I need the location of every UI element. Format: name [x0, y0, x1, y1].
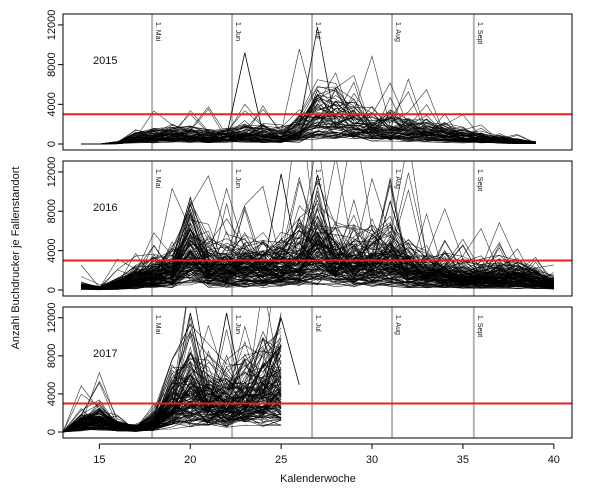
trap-series-line: [63, 361, 282, 433]
y-tick-label: 0: [46, 287, 58, 293]
trap-series-line: [63, 340, 282, 433]
year-label: 2017: [93, 348, 117, 360]
trap-series-line: [81, 211, 554, 287]
month-marker-label: 1. Mai: [154, 22, 161, 42]
trap-series-line: [81, 92, 536, 145]
month-marker-label: 1. Aug: [394, 315, 401, 335]
month-marker-label: 1. Jul: [314, 22, 321, 39]
trap-series-line: [81, 187, 554, 285]
y-tick-label: 12000: [46, 157, 58, 188]
trap-peak-line: [371, 200, 409, 266]
trap-peak-line: [171, 196, 209, 261]
trap-peak-line: [298, 174, 337, 257]
trap-series-line: [81, 184, 554, 290]
trap-series-line: [81, 110, 536, 145]
trap-series-line: [81, 208, 554, 289]
panel-2016: 1. Mai 1. Jun 1. Jul 1. Aug 1. Sept 0 4000 8000…: [46, 157, 573, 297]
trap-series-line: [81, 132, 536, 145]
trap-series-line: [81, 228, 554, 289]
month-marker-label: 1. Sept: [476, 22, 483, 44]
trap-peak-line: [262, 173, 300, 271]
y-tick-label: 12000: [46, 302, 58, 333]
panel-2015: 1. Mai 1. Jun 1. Jul 1. Aug 1. Sept 0 4000 8000…: [46, 10, 573, 151]
trap-series-line: [81, 99, 536, 145]
trap-series-group: [63, 307, 300, 433]
trap-series-line: [63, 386, 282, 433]
panel-frame: [62, 13, 573, 151]
year-label: 2015: [93, 55, 117, 67]
y-tick-label: 4000: [46, 382, 58, 406]
x-axis: 15 20 25 30 35 40: [93, 443, 560, 466]
trap-series-line: [81, 238, 554, 289]
trap-series-line: [81, 257, 554, 290]
panel-frame: [62, 306, 573, 439]
month-marker-label: 1. Sept: [476, 315, 483, 337]
x-tick-label: 20: [184, 454, 196, 466]
trap-peak-line: [208, 312, 246, 409]
trap-series-line: [63, 346, 282, 433]
y-tick-label: 4000: [46, 92, 58, 116]
month-marker-label: 1. Mai: [154, 169, 161, 189]
x-tick-label: 30: [366, 454, 378, 466]
trap-series-line: [81, 113, 536, 145]
y-tick-label: 8000: [46, 199, 58, 223]
y-tick-label: 8000: [46, 344, 58, 368]
panel-2017: 1. Mai 1. Jun 1. Jul 1. Aug 1. Sept 0 4000 8000…: [46, 302, 573, 439]
trap-peak-line: [262, 317, 300, 394]
y-tick-label: 12000: [46, 10, 58, 41]
trap-series-line: [81, 96, 536, 145]
month-marker-label: 1. Aug: [394, 22, 401, 42]
trap-series-line: [63, 337, 282, 433]
year-label: 2016: [93, 202, 117, 214]
trap-series-line: [81, 214, 554, 288]
y-tick-label: 8000: [46, 52, 58, 76]
trap-series-line: [81, 213, 554, 289]
trap-series-line: [63, 406, 282, 433]
trap-series-line: [81, 255, 554, 290]
y-tick-label: 4000: [46, 238, 58, 262]
trap-series-line: [63, 349, 282, 433]
trap-series-line: [81, 242, 554, 289]
x-tick-label: 15: [93, 454, 105, 466]
x-tick-label: 25: [275, 454, 287, 466]
month-marker-label: 1. Jul: [314, 169, 321, 186]
panel-frame: [62, 160, 573, 297]
month-marker-label: 1. Mai: [154, 315, 161, 335]
trap-series-line: [81, 123, 536, 145]
month-marker-label: 1. Jun: [234, 22, 241, 41]
month-marker-label: 1. Aug: [394, 169, 401, 189]
trap-series-line: [81, 125, 536, 145]
y-axis-title: Anzahl Buchdrucker je Fallenstandort: [10, 167, 22, 350]
month-marker-label: 1. Jun: [234, 169, 241, 188]
trap-series-line: [63, 312, 282, 433]
trap-series-group: [81, 27, 536, 145]
trap-series-line: [81, 243, 554, 289]
trap-series-line: [63, 401, 282, 433]
trap-series-line: [81, 241, 554, 289]
trap-series-line: [63, 353, 282, 433]
y-tick-label: 0: [46, 429, 58, 435]
trap-series-line: [63, 354, 282, 433]
trap-series-line: [81, 126, 536, 145]
panels-layer: 1. Mai 1. Jun 1. Jul 1. Aug 1. Sept 0 4000 8000…: [46, 10, 573, 439]
x-tick-label: 35: [457, 454, 469, 466]
x-tick-label: 40: [548, 454, 560, 466]
trap-peak-line: [171, 312, 209, 398]
month-marker-label: 1. Jul: [314, 315, 321, 332]
trap-peak-line: [226, 52, 264, 137]
month-marker-label: 1. Sept: [476, 169, 483, 191]
y-tick-label: 0: [46, 141, 58, 147]
x-axis-title: Kalenderwoche: [280, 473, 356, 485]
month-marker-label: 1. Jun: [234, 315, 241, 334]
trap-series-line: [81, 161, 555, 287]
trap-series-line: [63, 329, 282, 433]
